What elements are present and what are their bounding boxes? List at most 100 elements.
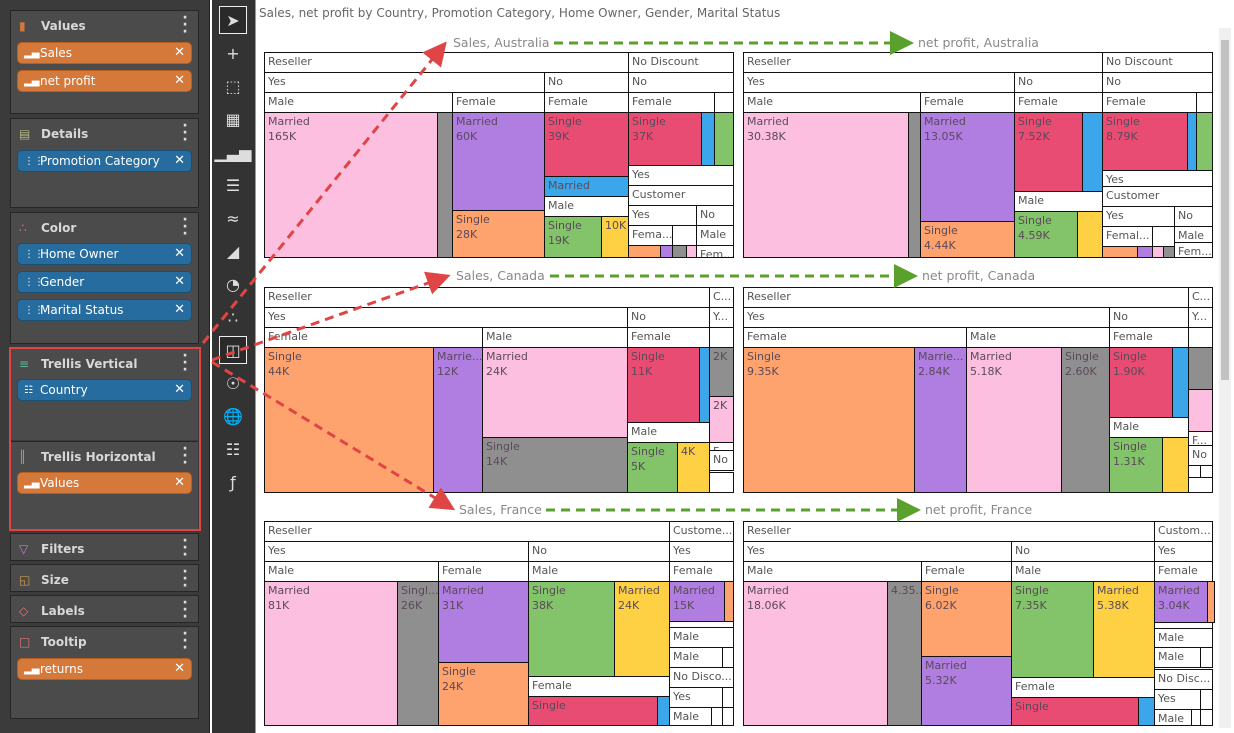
treemap-group-header[interactable]: Male [743, 92, 921, 113]
treemap-group-header[interactable]: F... [1188, 431, 1213, 446]
treemap-tile[interactable]: Single 2.60K [1061, 347, 1110, 493]
vertical-scrollbar[interactable] [1219, 28, 1231, 728]
treemap-group-header[interactable]: No [544, 72, 629, 93]
more-icon[interactable]: · · · [182, 348, 188, 378]
treemap-group-header[interactable]: No [696, 205, 734, 226]
treemap-group-header[interactable]: Male [627, 422, 710, 443]
treemap-group-header[interactable]: Reseller [743, 52, 1103, 73]
treemap-group-header[interactable] [709, 472, 734, 493]
treemap-tile[interactable]: Married 18.06K [743, 581, 888, 726]
treemap-group-header[interactable]: Male [966, 327, 1110, 348]
treemap-tile[interactable]: Single 24K [438, 662, 529, 726]
treemap-tile[interactable]: Single 11K [627, 347, 700, 423]
treemap-group-header[interactable] [1200, 709, 1213, 726]
treemap-group-header[interactable]: Male [1154, 647, 1201, 668]
treemap-group-header[interactable]: Male [1011, 561, 1155, 582]
treemap-tile[interactable]: Married 30.38K [743, 112, 909, 258]
treemap-group-header[interactable]: Female [1154, 561, 1213, 582]
pill-returns[interactable]: ▂▄ returns ✕ [17, 658, 192, 680]
treemap-group-header[interactable] [1152, 226, 1175, 247]
treemap-tile[interactable]: Married 15K [669, 581, 725, 622]
treemap-tile[interactable] [724, 581, 734, 622]
treemap-tile[interactable]: Single 14K [482, 437, 628, 493]
treemap-group-header[interactable]: Yes [743, 72, 1015, 93]
treemap-tile[interactable]: Single 4.59K [1014, 211, 1078, 258]
treemap-group-header[interactable]: Yes [743, 307, 1110, 328]
treemap-tile[interactable] [1137, 246, 1153, 258]
pill-promotion-category[interactable]: ⋮⋮ Promotion Category ✕ [17, 150, 192, 172]
treemap-group-header[interactable] [672, 225, 697, 246]
line-chart-icon[interactable]: ≈ [226, 208, 240, 228]
treemap-tile[interactable]: 2K [709, 347, 734, 397]
remove-icon[interactable]: ✕ [174, 45, 185, 60]
treemap-group-header[interactable]: Custome... [669, 521, 734, 542]
treemap-group-header[interactable]: No Disc... [1154, 669, 1213, 690]
treemap-tile[interactable]: Single 7.52K [1014, 112, 1083, 192]
treemap-tile[interactable] [1188, 347, 1213, 390]
treemap-tile[interactable] [714, 112, 734, 166]
treemap-group-header[interactable]: Reseller [264, 52, 629, 73]
treemap-tile[interactable] [1082, 112, 1103, 192]
treemap-group-header[interactable]: No [1011, 541, 1155, 562]
treemap-group-header[interactable]: No [1174, 206, 1213, 227]
grid-table-icon[interactable]: ▦ [225, 109, 241, 129]
treemap-tile[interactable]: Single 5K [627, 442, 678, 493]
treemap-tile[interactable]: Single 9.35K [743, 347, 915, 493]
treemap-group-header[interactable]: No [1188, 445, 1213, 466]
treemap-tile[interactable] [1102, 246, 1138, 258]
pointer-icon[interactable]: ➤ [219, 6, 247, 34]
treemap-group-header[interactable]: Female [669, 561, 734, 582]
treemap-tile[interactable]: Married 24K [614, 581, 670, 677]
treemap-group-header[interactable]: Female [264, 327, 483, 348]
pill-values[interactable]: ▂▄ Values ✕ [17, 472, 192, 494]
pie-chart-icon[interactable]: ◔ [226, 274, 240, 294]
treemap-tile[interactable]: Single 7.35K [1011, 581, 1094, 678]
treemap-group-header[interactable] [1200, 647, 1213, 668]
treemap-group-header[interactable]: Reseller [264, 287, 710, 308]
treemap-tile[interactable]: 4.35... [887, 581, 922, 726]
bar-chart-icon[interactable]: ☰ [225, 175, 241, 195]
remove-icon[interactable]: ✕ [174, 73, 185, 88]
treemap-group-header[interactable]: Male [669, 647, 723, 668]
treemap-group-header[interactable] [1196, 92, 1213, 113]
remove-icon[interactable]: ✕ [174, 382, 185, 397]
remove-icon[interactable]: ✕ [174, 246, 185, 261]
treemap-group-header[interactable]: No [628, 72, 734, 93]
treemap-group-header[interactable]: Yes [1154, 689, 1201, 710]
pivot-columns-icon[interactable]: ☷ [225, 439, 241, 459]
treemap-group-header[interactable]: Customer [1102, 186, 1213, 207]
treemap-group-header[interactable]: Male [669, 627, 734, 648]
treemap-tile[interactable]: Married 5.32K [921, 656, 1012, 726]
treemap-tile[interactable]: Married 60K [452, 112, 545, 211]
filters-section[interactable]: ▽ Filters · · · [10, 533, 199, 562]
treemap-tile[interactable]: Single 37K [628, 112, 702, 166]
more-icon[interactable]: · · · [182, 212, 188, 242]
treemap-tile[interactable]: Single 4.44K [920, 221, 1015, 258]
treemap-group-header[interactable]: Custom... [1154, 521, 1213, 542]
column-chart-icon[interactable]: ▁▃▅ [214, 142, 252, 162]
treemap-group-header[interactable]: Female [628, 92, 715, 113]
treemap-tile[interactable]: Single [528, 696, 658, 726]
treemap-group-header[interactable]: Female [1011, 677, 1155, 698]
treemap-group-header[interactable]: No [1102, 72, 1213, 93]
treemap-group-header[interactable] [722, 687, 734, 708]
treemap-group-header[interactable]: Male [1154, 709, 1192, 726]
treemap-group-header[interactable] [722, 647, 734, 668]
pill-home-owner[interactable]: ⋮⋮ Home Owner ✕ [17, 243, 192, 265]
treemap-group-header[interactable]: Yes [628, 165, 734, 186]
treemap-group-header[interactable]: Female [528, 676, 670, 697]
treemap-group-header[interactable]: Yes [669, 687, 723, 708]
treemap-group-header[interactable]: Reseller [743, 521, 1155, 542]
treemap-group-header[interactable]: Yes [743, 541, 1012, 562]
treemap-tile[interactable]: Single [1011, 697, 1139, 726]
treemap-tile[interactable] [1196, 112, 1213, 171]
treemap-tile[interactable]: Married [544, 176, 629, 197]
crosshair-select-icon[interactable]: + [226, 43, 240, 63]
remove-icon[interactable]: ✕ [174, 274, 185, 289]
treemap-group-header[interactable]: No [627, 307, 710, 328]
pill-country[interactable]: ☷ Country ✕ [17, 379, 192, 401]
treemap-group-header[interactable]: Reseller [743, 287, 1189, 308]
treemap-group-header[interactable] [714, 92, 734, 113]
globe-map-icon[interactable]: 🌐 [223, 406, 243, 426]
treemap-group-header[interactable] [1188, 477, 1213, 493]
